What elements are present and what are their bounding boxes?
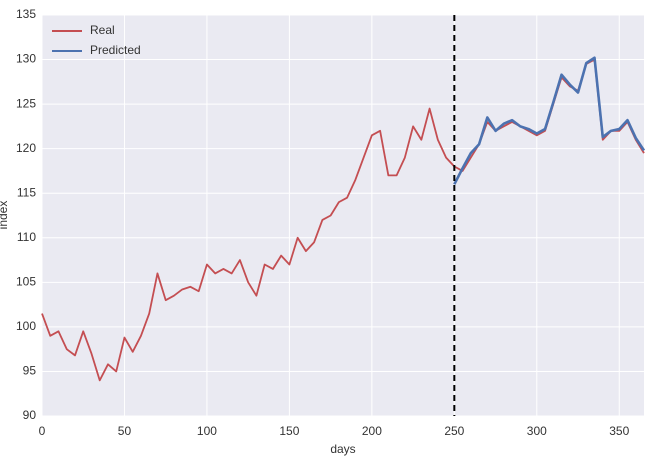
x-axis-label: days (330, 442, 355, 456)
series-line (453, 56, 646, 185)
y-tick-label: 115 (17, 185, 36, 199)
y-axis-label: index (0, 201, 10, 230)
x-tick-label: 300 (527, 424, 547, 438)
legend-label: Real (90, 23, 115, 37)
y-tick-label: 130 (16, 52, 36, 66)
y-tick-label: 120 (16, 141, 36, 155)
series-line (41, 58, 645, 382)
y-tick-label: 90 (23, 408, 37, 422)
y-tick-label: 135 (16, 7, 36, 21)
y-tick-label: 105 (16, 275, 36, 289)
x-tick-label: 0 (39, 424, 46, 438)
x-tick-label: 50 (118, 424, 132, 438)
y-tick-label: 95 (23, 364, 37, 378)
plot-background (42, 15, 644, 416)
x-tick-label: 350 (609, 424, 629, 438)
x-tick-label: 250 (444, 424, 464, 438)
x-tick-label: 200 (362, 424, 382, 438)
x-tick-label: 100 (197, 424, 217, 438)
x-tick-label: 150 (279, 424, 299, 438)
y-tick-label: 125 (16, 96, 36, 110)
legend-label: Predicted (90, 43, 141, 57)
y-tick-label: 110 (17, 230, 36, 244)
y-tick-label: 100 (16, 319, 36, 333)
